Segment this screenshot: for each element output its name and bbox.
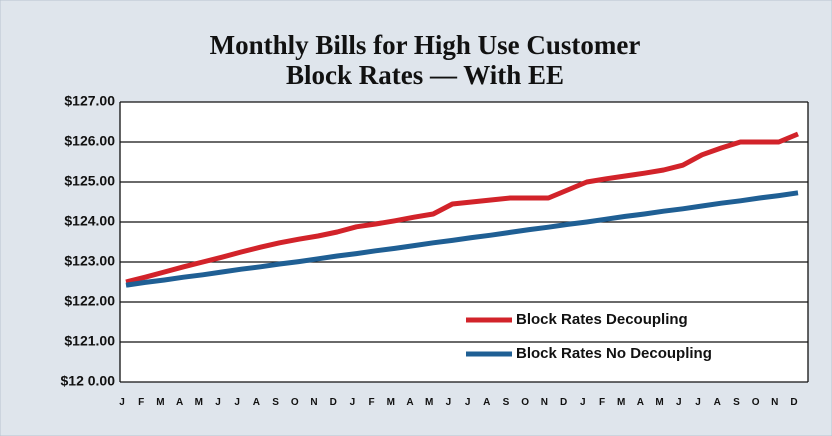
x-tick-label: F (138, 397, 144, 408)
x-tick-label: O (521, 397, 529, 408)
x-tick-label: J (215, 397, 221, 408)
y-tick-label: $122.00 (64, 293, 115, 309)
y-tick-label: $123.00 (64, 253, 115, 269)
x-tick-label: F (599, 397, 605, 408)
x-tick-label: D (790, 397, 797, 408)
x-tick-label: F (369, 397, 375, 408)
y-tick-label: $12 0.00 (61, 373, 116, 389)
x-tick-label: M (425, 397, 433, 408)
x-tick-label: J (234, 397, 240, 408)
x-tick-label: M (655, 397, 663, 408)
x-tick-label: J (465, 397, 471, 408)
legend-label: Block Rates No Decoupling (516, 345, 712, 362)
x-tick-label: J (446, 397, 452, 408)
x-tick-label: J (119, 397, 125, 408)
x-tick-label: N (310, 397, 317, 408)
x-tick-label: J (695, 397, 701, 408)
x-tick-label: N (541, 397, 548, 408)
chart-title: Block Rates — With EE (286, 60, 564, 90)
x-tick-label: M (195, 397, 203, 408)
legend-label: Block Rates Decoupling (516, 311, 688, 328)
y-tick-label: $124.00 (64, 213, 115, 229)
x-tick-label: M (387, 397, 395, 408)
x-tick-label: S (503, 397, 510, 408)
x-tick-label: A (637, 397, 644, 408)
y-tick-label: $125.00 (64, 173, 115, 189)
x-tick-label: M (156, 397, 164, 408)
y-tick-label: $127.00 (64, 93, 115, 109)
x-tick-label: J (580, 397, 586, 408)
x-tick-label: N (771, 397, 778, 408)
x-tick-label: J (676, 397, 682, 408)
y-tick-label: $121.00 (64, 333, 115, 349)
x-tick-label: A (253, 397, 260, 408)
x-tick-label: A (176, 397, 183, 408)
x-tick-label: M (617, 397, 625, 408)
chart-title: Monthly Bills for High Use Customer (210, 30, 641, 60)
plot-area (120, 102, 808, 382)
x-tick-label: A (714, 397, 721, 408)
x-tick-label: J (350, 397, 356, 408)
series-line (125, 131, 799, 285)
x-tick-label: S (272, 397, 279, 408)
x-tick-label: A (483, 397, 490, 408)
x-tick-label: A (406, 397, 413, 408)
y-tick-label: $126.00 (64, 133, 115, 149)
x-tick-label: S (733, 397, 740, 408)
x-tick-label: O (291, 397, 299, 408)
x-tick-label: O (752, 397, 760, 408)
x-tick-label: D (330, 397, 337, 408)
series-line (125, 190, 799, 288)
x-tick-label: D (560, 397, 567, 408)
